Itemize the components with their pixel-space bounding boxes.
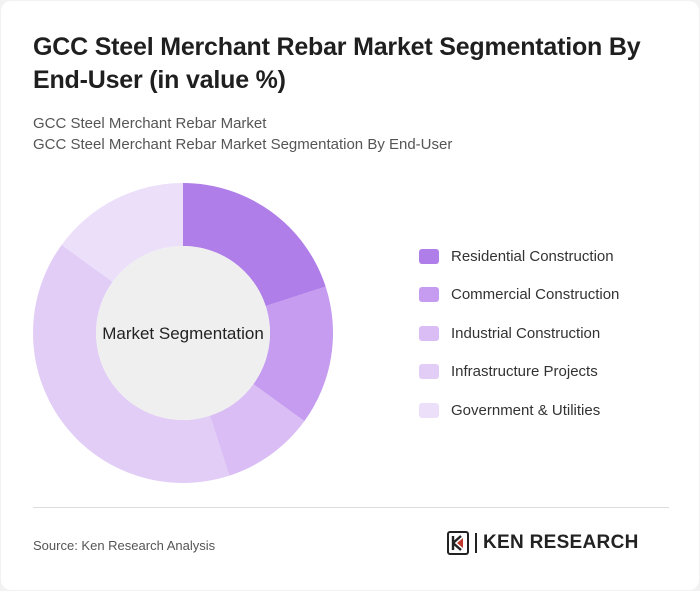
footer-divider — [33, 507, 669, 508]
legend-item: Infrastructure Projects — [419, 362, 619, 382]
donut-slice-commercial-construction — [253, 286, 333, 422]
donut-slice-industrial-construction — [209, 384, 305, 476]
page-title: GCC Steel Merchant Rebar Market Segmenta… — [33, 33, 641, 94]
ken-research-logo: KEN RESEARCH — [447, 531, 639, 555]
legend-swatch — [419, 287, 439, 303]
legend-label: Residential Construction — [451, 247, 614, 265]
legend-item: Industrial Construction — [419, 323, 619, 343]
legend-label: Infrastructure Projects — [451, 363, 598, 381]
legend-swatch — [419, 402, 439, 418]
subtitle-segmentation: GCC Steel Merchant Rebar Market Segmenta… — [33, 136, 453, 153]
legend-label: Government & Utilities — [451, 401, 601, 419]
brand-name: KEN RESEARCH — [483, 532, 639, 553]
donut-slice-infrastructure-projects — [33, 244, 230, 484]
donut-slice-government-utilities — [61, 183, 183, 282]
donut-center-label: Market Segmentation — [102, 324, 264, 343]
ken-research-logo-icon — [447, 531, 469, 555]
legend-swatch — [419, 364, 439, 380]
donut-center — [96, 246, 270, 420]
legend-label: Commercial Construction — [451, 286, 620, 304]
legend-swatch — [419, 248, 439, 264]
legend-label: Industrial Construction — [451, 324, 601, 342]
source-note: Source: Ken Research Analysis — [33, 538, 216, 553]
donut-chart: Market Segmentation — [33, 183, 333, 484]
donut-slice-residential-construction — [183, 183, 326, 307]
subtitle-market: GCC Steel Merchant Rebar Market — [33, 115, 267, 132]
legend-item: Residential Construction — [419, 246, 619, 266]
logo-separator — [475, 533, 477, 553]
legend-item: Government & Utilities — [419, 400, 619, 420]
legend-swatch — [419, 325, 439, 341]
legend-item: Commercial Construction — [419, 285, 619, 305]
chart-legend: Residential Construction Commercial Const… — [419, 246, 619, 439]
